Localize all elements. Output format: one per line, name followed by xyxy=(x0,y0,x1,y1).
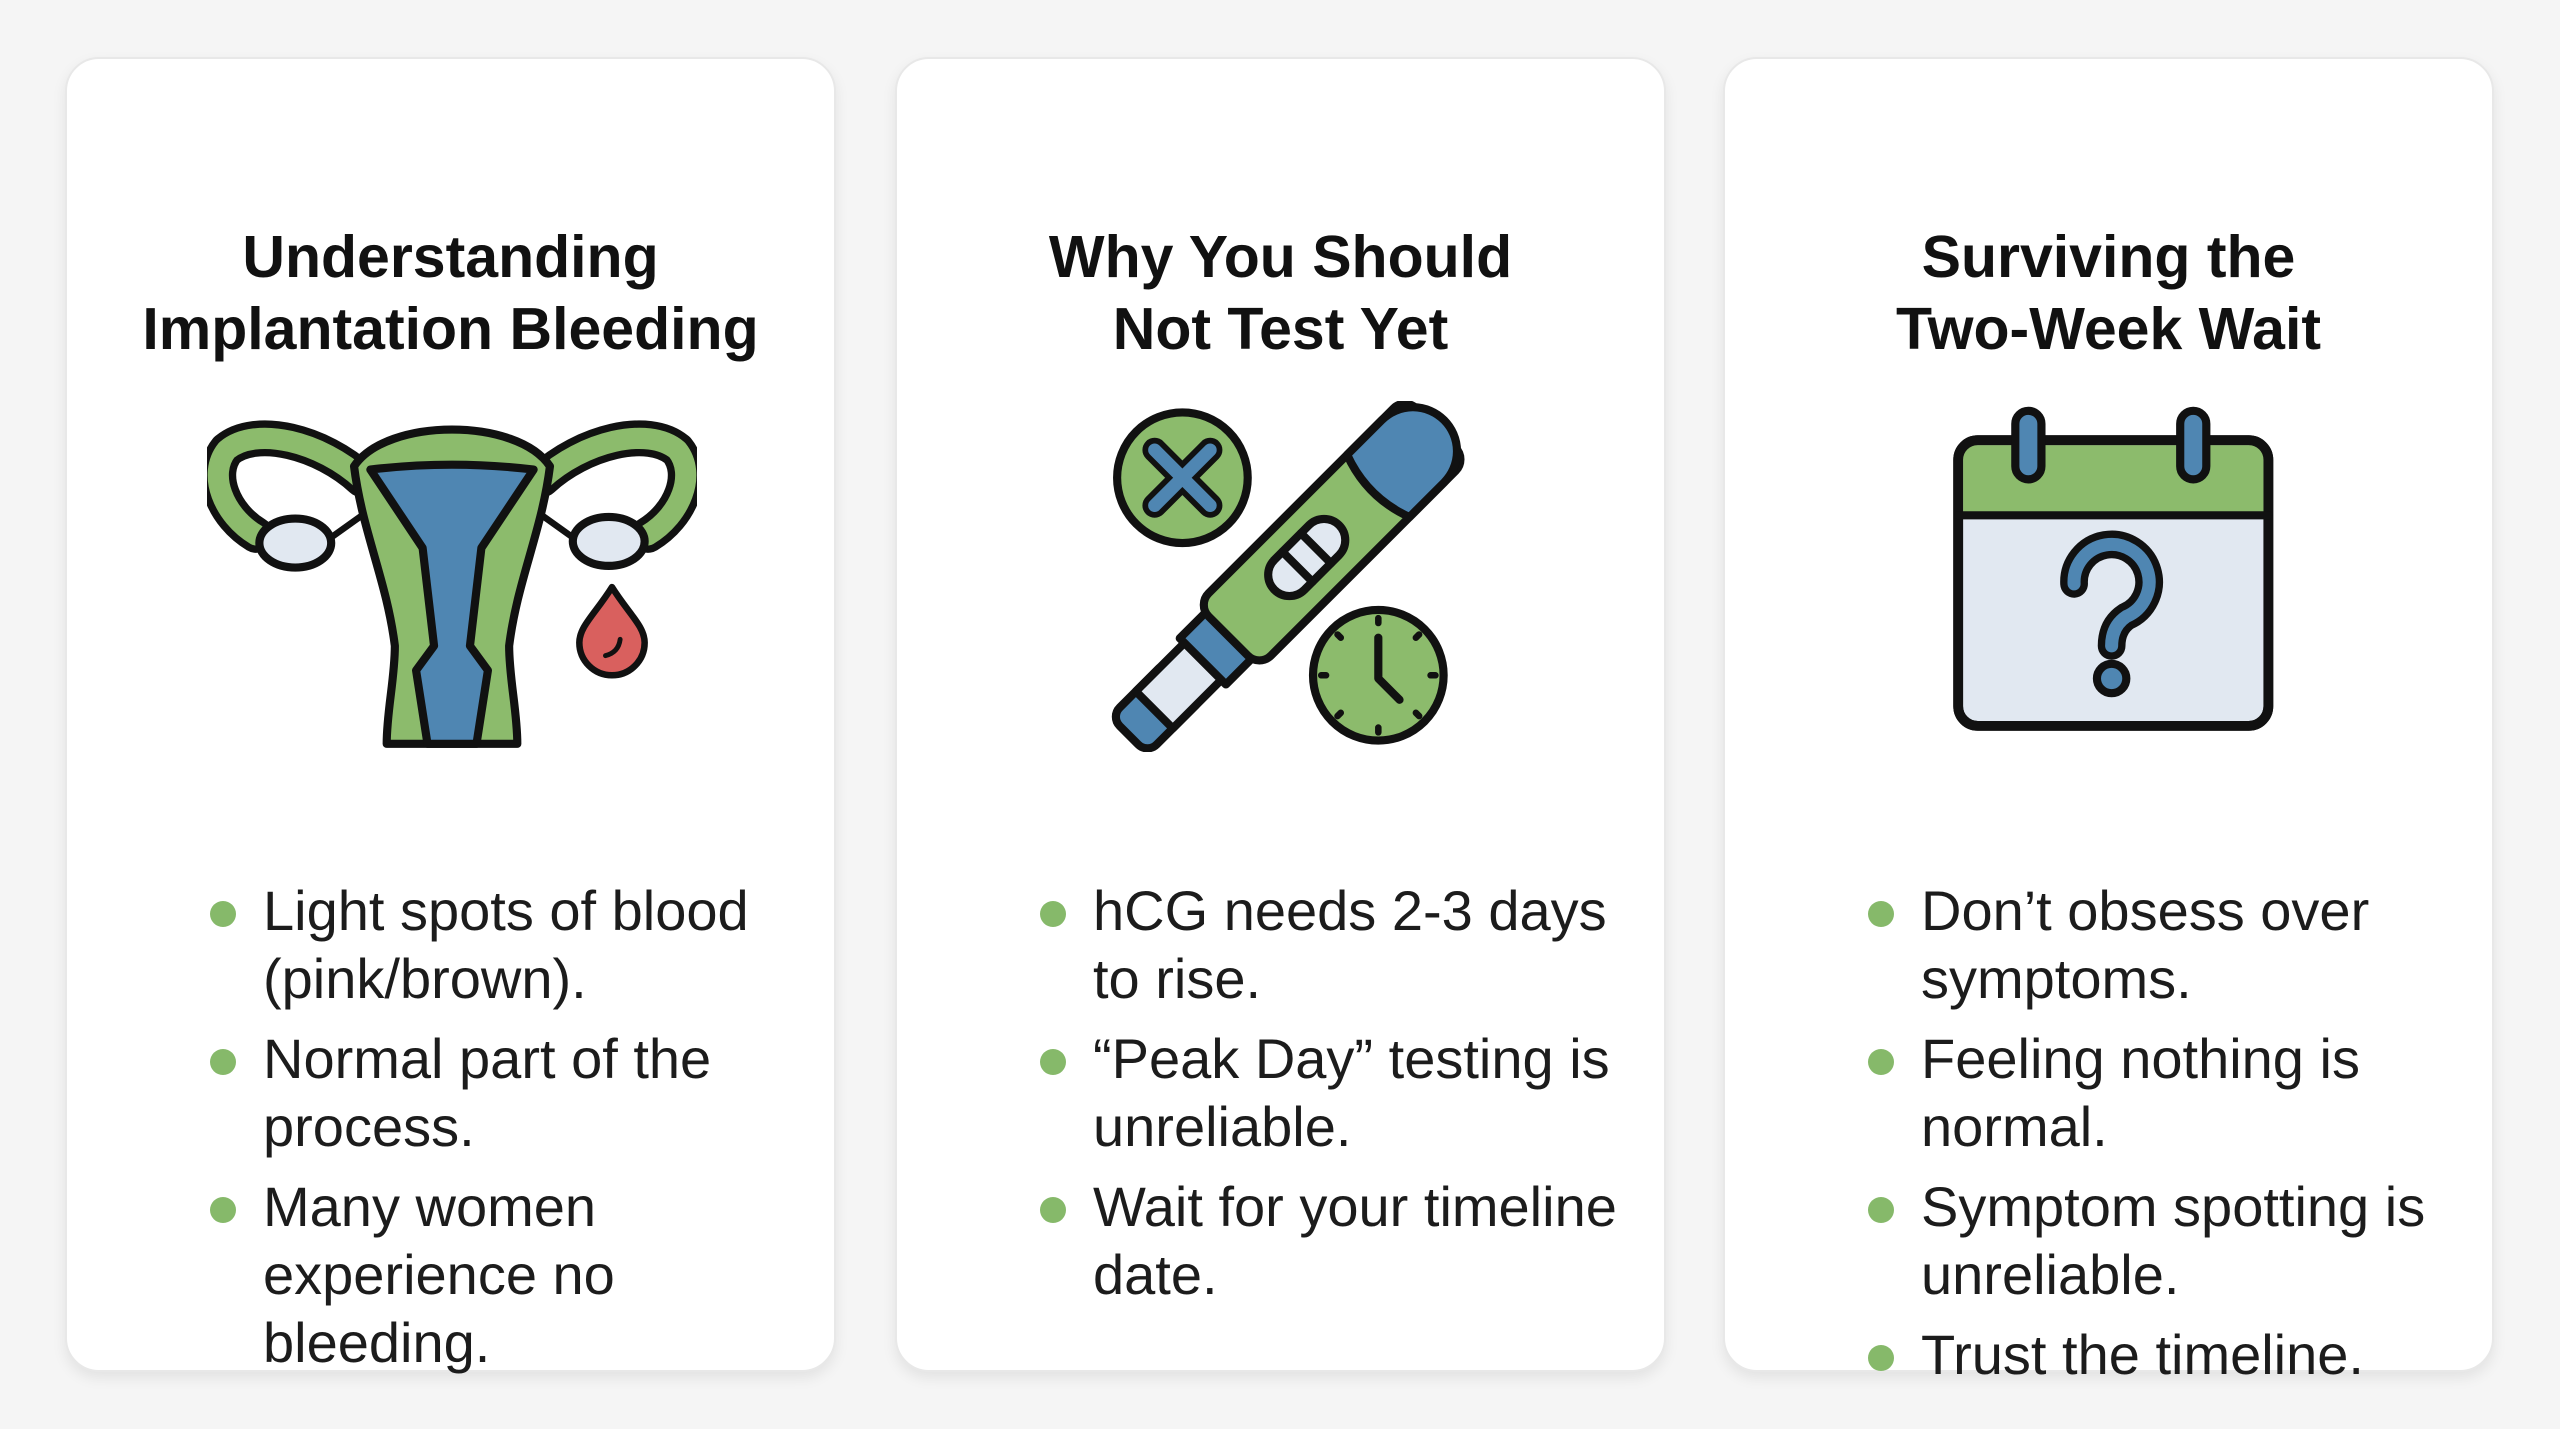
list-item: Trust the timeline. xyxy=(1856,1321,2452,1389)
list-item: “Peak Day” testing is unreliable. xyxy=(1028,1025,1624,1161)
card-implantation-bleeding: Understanding Implantation Bleeding Ligh… xyxy=(65,57,836,1374)
bullet-dot-icon xyxy=(1040,901,1066,927)
bullet-text: hCG needs 2-3 days to rise. xyxy=(1093,879,1607,1010)
bullet-dot-icon xyxy=(210,901,236,927)
bullet-list: Light spots of blood (pink/brown). Norma… xyxy=(198,877,794,1389)
bullet-text: Many women experience no bleeding. xyxy=(263,1175,615,1374)
bullet-dot-icon xyxy=(210,1197,236,1223)
list-item: Many women experience no bleeding. xyxy=(198,1173,794,1377)
clock-icon xyxy=(1308,605,1448,745)
title-line: Surviving the xyxy=(1921,224,2296,290)
title-line: Why You Should xyxy=(1048,224,1513,290)
bullet-dot-icon xyxy=(1040,1197,1066,1223)
bullet-dot-icon xyxy=(1868,901,1894,927)
bullet-text: “Peak Day” testing is unreliable. xyxy=(1093,1027,1610,1158)
list-item: Wait for your timeline date. xyxy=(1028,1173,1624,1309)
bullet-text: Symptom spotting is unreliable. xyxy=(1921,1175,2426,1306)
bullet-text: Wait for your timeline date. xyxy=(1093,1175,1617,1306)
list-item: Symptom spotting is unreliable. xyxy=(1856,1173,2452,1309)
card-title: Surviving the Two-Week Wait xyxy=(1725,221,2492,365)
bullet-text: Normal part of the process. xyxy=(263,1027,712,1158)
bullet-dot-icon xyxy=(1868,1197,1894,1223)
title-line: Implantation Bleeding xyxy=(142,296,759,362)
bullet-text: Feeling nothing is normal. xyxy=(1921,1027,2360,1158)
list-item: Light spots of blood (pink/brown). xyxy=(198,877,794,1013)
list-item: hCG needs 2-3 days to rise. xyxy=(1028,877,1624,1013)
bullet-text: Don’t obsess over symptoms. xyxy=(1921,879,2370,1010)
title-line: Understanding xyxy=(242,224,659,290)
card-why-not-test-yet: Why You Should Not Test Yet hCG needs 2-… xyxy=(895,57,1666,1372)
bullet-dot-icon xyxy=(210,1049,236,1075)
bullet-dot-icon xyxy=(1868,1345,1894,1371)
card-two-week-wait: Surviving the Two-Week Wait Don’t obsess… xyxy=(1723,57,2494,1386)
x-circle-icon xyxy=(1113,408,1252,548)
bullet-dot-icon xyxy=(1040,1049,1066,1075)
bullet-list: hCG needs 2-3 days to rise. “Peak Day” t… xyxy=(1028,877,1624,1321)
card-title: Understanding Implantation Bleeding xyxy=(67,221,834,365)
bullet-dot-icon xyxy=(1868,1049,1894,1075)
title-line: Two-Week Wait xyxy=(1895,296,2322,362)
title-line: Not Test Yet xyxy=(1112,296,1449,362)
list-item: Don’t obsess over symptoms. xyxy=(1856,877,2452,1013)
list-item: Normal part of the process. xyxy=(198,1025,794,1161)
list-item: Feeling nothing is normal. xyxy=(1856,1025,2452,1161)
bullet-text: Light spots of blood (pink/brown). xyxy=(263,879,749,1010)
bullet-list: Don’t obsess over symptoms. Feeling noth… xyxy=(1856,877,2452,1401)
bullet-text: Trust the timeline. xyxy=(1921,1323,2364,1386)
card-title: Why You Should Not Test Yet xyxy=(897,221,1664,365)
calendar-question-icon xyxy=(1953,406,2274,731)
blood-drop-icon xyxy=(576,583,648,679)
uterus-icon xyxy=(207,420,697,748)
pregnancy-test-icon xyxy=(1111,401,1465,752)
